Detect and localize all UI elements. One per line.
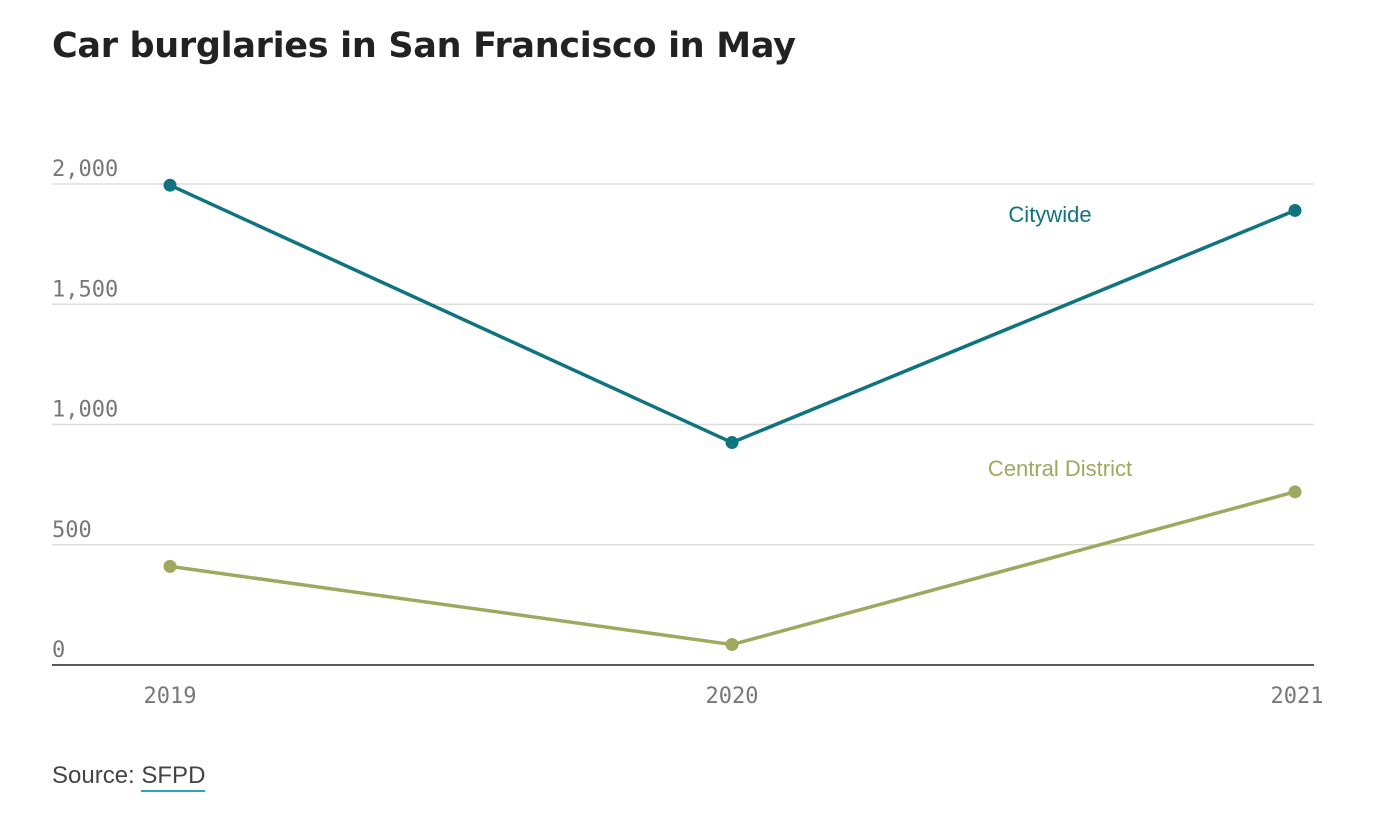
x-tick-label: 2021 [1271, 684, 1324, 709]
data-point [1288, 203, 1302, 217]
x-axis-ticks: 2019 2020 2021 [144, 684, 1324, 709]
y-tick-label: 500 [52, 518, 92, 543]
chart-title: Car burglaries in San Francisco in May [52, 26, 796, 66]
y-axis-ticks: 0 500 1,000 1,500 2,000 [52, 157, 118, 663]
series-line [169, 490, 1296, 647]
series-lines [163, 178, 1302, 652]
source-link[interactable]: SFPD [141, 762, 206, 792]
data-point [725, 638, 739, 652]
y-tick-label: 1,000 [52, 398, 118, 423]
data-point [1288, 485, 1302, 499]
series-line [169, 183, 1296, 445]
source-prefix: Source: [52, 762, 142, 789]
source-note: Source: SFPD [52, 762, 206, 792]
gridlines [52, 183, 1314, 546]
line-chart: 0 500 1,000 1,500 2,000 2019 2020 2021 Citywid… [52, 157, 1324, 709]
data-point [163, 559, 177, 573]
series-label: Central District [988, 456, 1132, 481]
y-tick-label: 1,500 [52, 277, 118, 302]
x-tick-label: 2020 [706, 684, 759, 709]
y-tick-label: 0 [52, 638, 65, 663]
series-labels: Citywide Central District [988, 202, 1132, 481]
data-point [163, 178, 177, 192]
data-point [725, 436, 739, 450]
series-label: Citywide [1008, 202, 1091, 227]
y-tick-label: 2,000 [52, 157, 118, 182]
x-tick-label: 2019 [144, 684, 197, 709]
